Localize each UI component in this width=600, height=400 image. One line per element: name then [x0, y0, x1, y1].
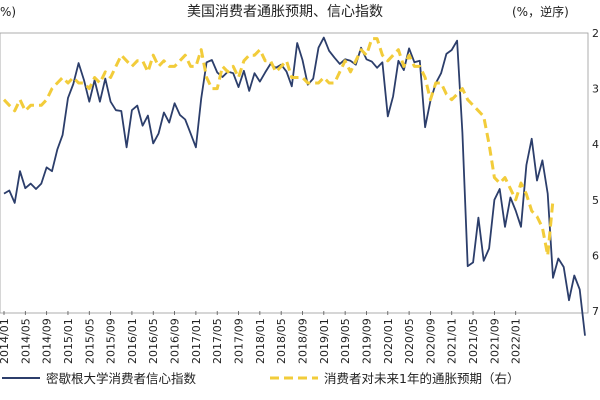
right-tick-label: 4 — [592, 138, 599, 151]
x-tick-label: 2017/01 — [190, 318, 203, 364]
x-tick-label: 2022/01 — [510, 318, 523, 364]
x-tick-label: 2015/01 — [62, 318, 75, 364]
x-tick-label: 2014/01 — [0, 318, 11, 364]
x-tick-label: 2020/05 — [403, 318, 416, 364]
x-tick-label: 2019/01 — [318, 318, 331, 364]
x-tick-label: 2019/05 — [339, 318, 352, 364]
x-tick-label: 2016/01 — [126, 318, 139, 364]
x-axis-ticks: 2014/01 2014/05 2014/09 2015/01 2015/05 2015/… — [0, 311, 523, 364]
right-tick-label: 7 — [592, 305, 599, 318]
x-tick-label: 2020/09 — [424, 318, 437, 364]
series-line-consumer-confidence — [3, 36, 586, 336]
right-axis-ticks: 2 3 4 5 6 7 — [592, 27, 599, 318]
x-tick-label: 2021/09 — [488, 318, 501, 364]
right-tick-label: 5 — [592, 194, 599, 207]
x-tick-label: 2021/05 — [467, 318, 480, 364]
legend-label-confidence: 密歇根大学消费者信心指数 — [46, 371, 197, 386]
x-tick-label: 2018/09 — [296, 318, 309, 364]
x-tick-label: 2021/01 — [446, 318, 459, 364]
x-tick-label: 2016/09 — [169, 318, 182, 364]
x-tick-label: 2014/09 — [41, 318, 54, 364]
x-tick-label: 2015/05 — [83, 318, 96, 364]
x-tick-label: 2016/05 — [147, 318, 160, 364]
x-tick-label: 2017/05 — [211, 318, 224, 364]
left-axis-unit: %) — [0, 5, 16, 19]
x-tick-label: 2014/05 — [19, 318, 32, 364]
series-layer — [2, 36, 586, 336]
right-tick-label: 3 — [592, 83, 599, 96]
chart-title: 美国消费者通胀预期、信心指数 — [187, 4, 383, 20]
legend: 密歇根大学消费者信心指数 消费者对未来1年的通胀预期（右） — [2, 371, 519, 386]
legend-label-inflation-expectation: 消费者对未来1年的通胀预期（右） — [324, 371, 519, 386]
x-tick-label: 2018/01 — [254, 318, 267, 364]
series-line-inflation-expectation — [2, 37, 555, 257]
x-tick-label: 2018/05 — [275, 318, 288, 364]
x-tick-label: 2017/09 — [233, 318, 246, 364]
plot-frame — [0, 32, 589, 314]
right-axis-unit: (%，逆序) — [512, 4, 569, 19]
x-tick-label: 2015/09 — [105, 318, 118, 364]
x-tick-label: 2020/01 — [382, 318, 395, 364]
x-tick-label: 2019/09 — [360, 318, 373, 364]
right-tick-label: 2 — [592, 27, 599, 40]
right-tick-label: 6 — [592, 249, 599, 262]
